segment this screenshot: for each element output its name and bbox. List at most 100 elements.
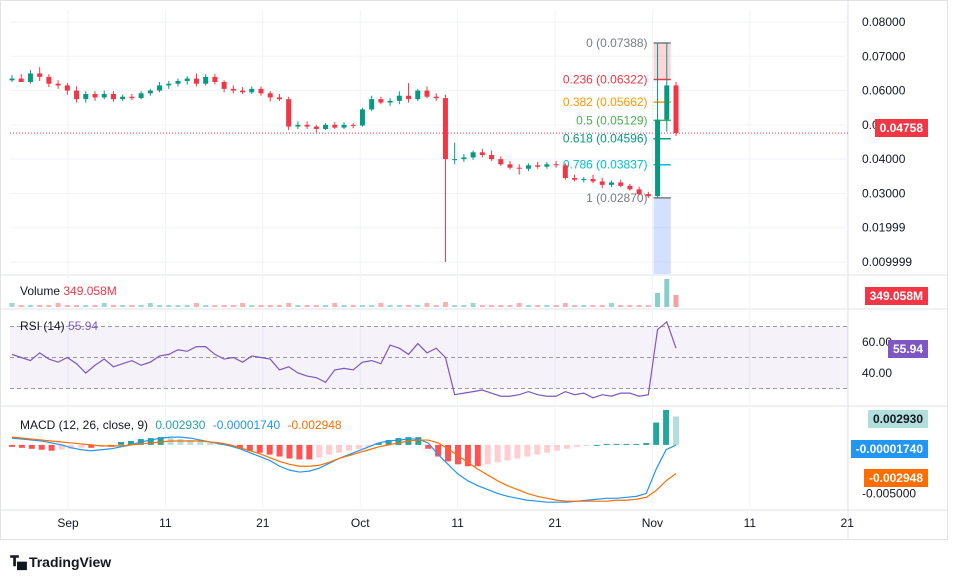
candle-body bbox=[470, 152, 476, 158]
macd-line-axis-tag: -0.00001740 bbox=[850, 440, 928, 458]
candle-body bbox=[9, 78, 15, 81]
time-tick-label: Nov bbox=[642, 516, 663, 530]
macd-histogram-bar bbox=[88, 444, 95, 448]
volume-bar bbox=[138, 305, 144, 307]
volume-bar bbox=[618, 305, 624, 307]
volume-bar bbox=[378, 303, 384, 307]
macd-histogram-bar bbox=[385, 440, 392, 445]
candle-body bbox=[489, 155, 495, 160]
macd-histogram-bar bbox=[514, 444, 521, 459]
candle-body bbox=[267, 93, 273, 98]
candle-body bbox=[83, 94, 89, 100]
macd-histogram-bar bbox=[623, 443, 630, 445]
macd-line-value: -0.00001740 bbox=[212, 418, 281, 432]
volume-bar bbox=[525, 305, 531, 307]
volume-bar bbox=[489, 305, 495, 307]
candle-body bbox=[286, 99, 292, 127]
volume-bar bbox=[406, 305, 412, 307]
volume-bar bbox=[203, 305, 209, 307]
macd-histogram-bar bbox=[425, 444, 432, 449]
macd-histogram-bar bbox=[375, 442, 382, 445]
chart-frame bbox=[0, 0, 948, 540]
volume-bar bbox=[120, 305, 126, 307]
candle-body bbox=[101, 94, 107, 98]
macd-histogram-bar bbox=[326, 444, 333, 455]
candle-body bbox=[249, 88, 255, 93]
macd-histogram-bar bbox=[365, 444, 372, 447]
volume-bar bbox=[516, 303, 522, 307]
macd-histogram-bar bbox=[197, 441, 204, 445]
macd-histogram-bar bbox=[58, 444, 65, 450]
candle-body bbox=[369, 99, 375, 110]
volume-bar bbox=[664, 279, 670, 307]
macd-histogram-bar bbox=[48, 444, 55, 451]
volume-bar bbox=[553, 305, 559, 307]
volume-bar bbox=[544, 305, 550, 307]
macd-histogram-bar bbox=[454, 444, 461, 465]
candle-body bbox=[415, 90, 421, 100]
volume-bar bbox=[193, 303, 199, 307]
volume-bar bbox=[258, 305, 264, 307]
candle-body bbox=[590, 179, 596, 182]
macd-histogram-bar bbox=[345, 444, 352, 451]
price-tick-label: 0.08000 bbox=[862, 15, 906, 29]
volume-bar bbox=[396, 305, 402, 307]
macd-histogram-bar bbox=[415, 437, 422, 445]
candle-body bbox=[350, 124, 356, 126]
macd-histogram-bar bbox=[494, 444, 501, 463]
rsi-legend-label: RSI (14) bbox=[20, 319, 65, 333]
candle-body bbox=[74, 90, 80, 100]
fib-zone bbox=[653, 42, 671, 80]
volume-bar bbox=[498, 305, 504, 307]
volume-bar bbox=[424, 303, 430, 307]
macd-histogram-bar bbox=[276, 444, 283, 457]
volume-bar bbox=[369, 305, 375, 307]
candle-body bbox=[535, 165, 541, 167]
fib-level-label: 0.786 (0.03837) bbox=[563, 158, 648, 172]
volume-bar bbox=[276, 305, 282, 307]
time-tick-label: 11 bbox=[159, 516, 172, 530]
candle-body bbox=[138, 93, 144, 99]
candle-body bbox=[581, 179, 587, 181]
volume-bar bbox=[433, 305, 439, 307]
candle-body bbox=[230, 88, 236, 91]
macd-histogram-bar bbox=[68, 444, 75, 449]
volume-bar bbox=[27, 305, 33, 307]
macd-histogram-bar bbox=[316, 444, 323, 458]
macd-histogram-bar bbox=[187, 440, 194, 445]
macd-histogram-bar bbox=[673, 416, 679, 445]
volume-bar bbox=[341, 305, 347, 307]
volume-bar bbox=[101, 303, 107, 307]
fib-level-label: 0.5 (0.05129) bbox=[576, 113, 647, 127]
macd-legend: MACD (12, 26, close, 9) 0.002930 -0.0000… bbox=[20, 418, 342, 432]
volume-bar bbox=[387, 305, 393, 307]
candle-body bbox=[221, 82, 227, 89]
time-tick-label: 21 bbox=[548, 516, 562, 530]
volume-bar bbox=[645, 305, 651, 307]
candle-body bbox=[636, 189, 642, 195]
candle-body bbox=[507, 164, 513, 168]
time-tick-label: 21 bbox=[841, 516, 855, 530]
macd-histogram-bar bbox=[524, 444, 531, 457]
volume-bar bbox=[599, 305, 605, 307]
candle-body bbox=[516, 167, 522, 169]
volume-bar bbox=[332, 303, 338, 307]
volume-bar bbox=[267, 305, 273, 307]
macd-histogram-bar bbox=[296, 444, 303, 460]
tradingview-brand[interactable]: 𝐓▄ TradingView bbox=[10, 553, 111, 570]
macd-histogram-bar bbox=[38, 444, 45, 450]
macd-histogram-bar bbox=[663, 409, 670, 445]
price-tick-label: 0.07000 bbox=[862, 49, 906, 63]
candle-body bbox=[37, 73, 43, 77]
macd-hist-value: 0.002930 bbox=[155, 418, 206, 432]
volume-bar bbox=[221, 305, 227, 307]
candle-body bbox=[313, 126, 319, 129]
volume-bar bbox=[212, 305, 218, 307]
candle-body bbox=[396, 95, 402, 101]
volume-bar bbox=[240, 303, 246, 307]
rsi-band bbox=[10, 326, 848, 389]
volume-bar bbox=[92, 305, 98, 307]
price-tick-label: 0.03000 bbox=[862, 186, 906, 200]
macd-histogram-bar bbox=[157, 437, 164, 445]
